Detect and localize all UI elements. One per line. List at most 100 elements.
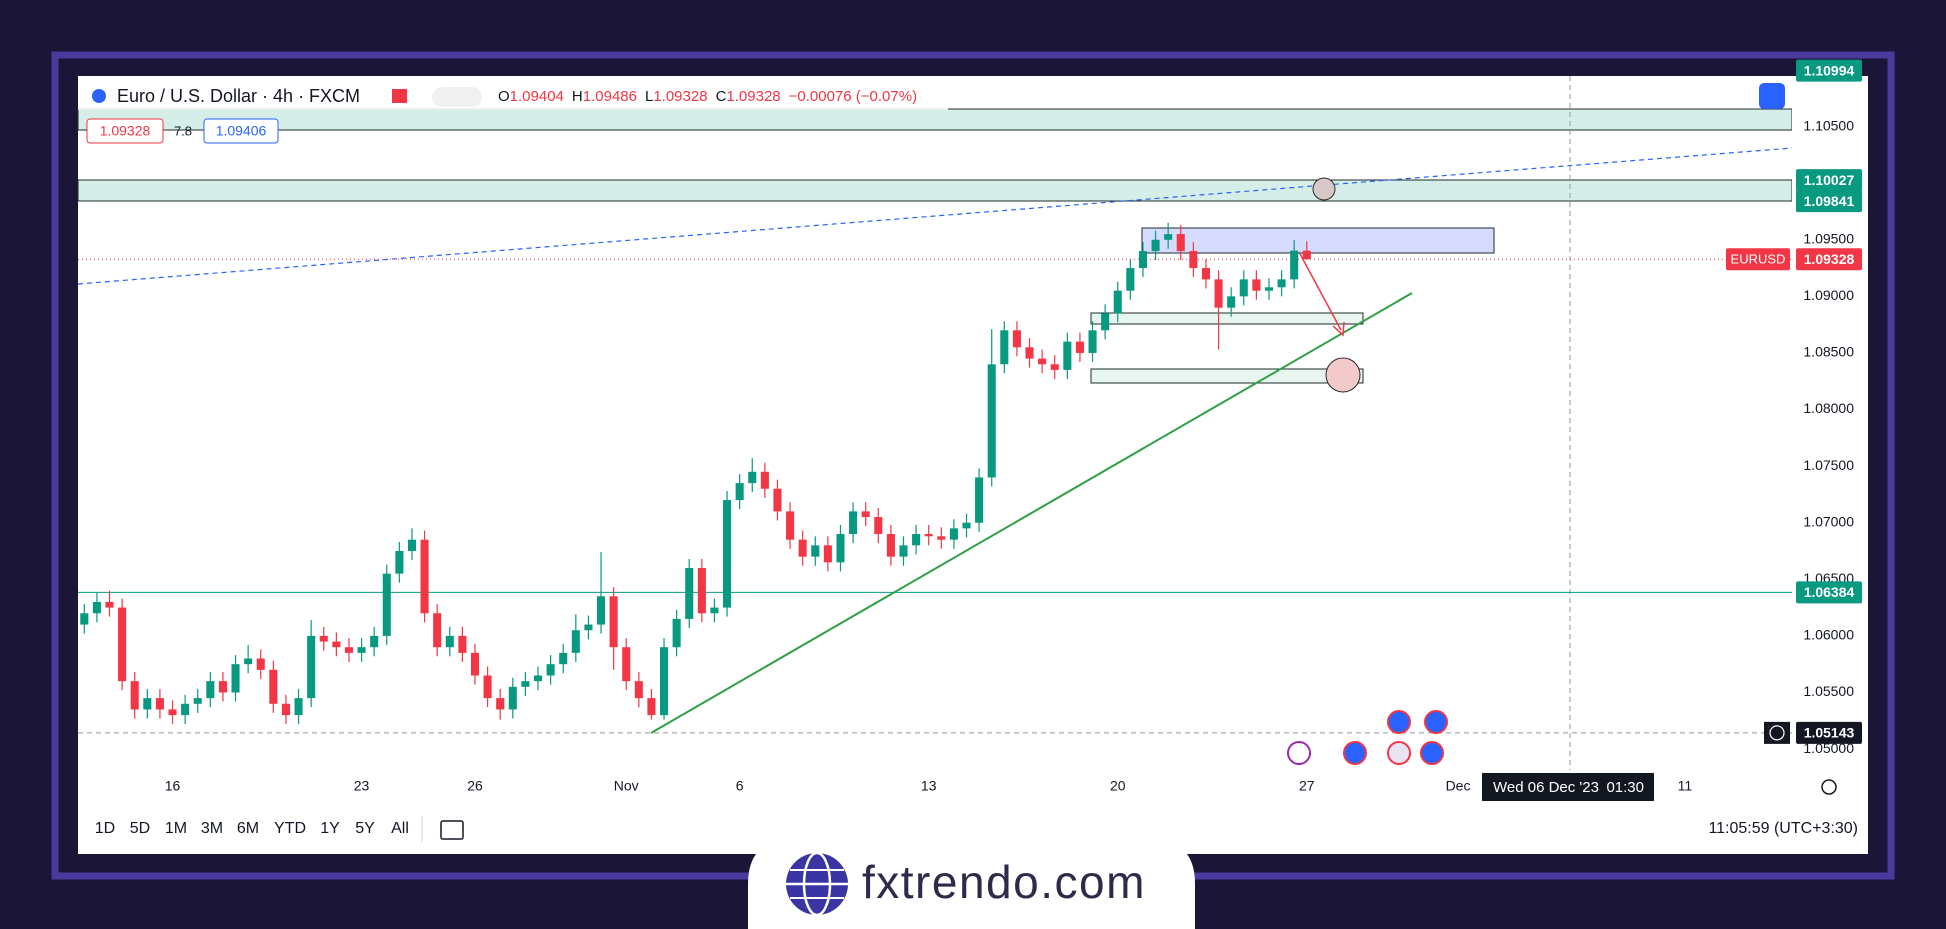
candle-body	[1075, 341, 1084, 353]
sell-price[interactable]: 1.09328	[100, 123, 151, 139]
price-label-bg	[1796, 59, 1862, 82]
x-tick-label: 6	[736, 778, 744, 794]
candle-body	[1063, 341, 1072, 370]
event-icon[interactable]	[1424, 710, 1448, 734]
last-price-tag: EURUSD	[1731, 252, 1786, 267]
event-icon[interactable]	[1420, 741, 1444, 765]
supply-zone	[77, 179, 1793, 202]
range-button[interactable]: 1M	[165, 820, 187, 837]
candle-body	[1088, 330, 1097, 353]
layout-toggle[interactable]	[1759, 83, 1785, 109]
candle-body	[256, 658, 265, 670]
y-tick-label: 1.09000	[1803, 287, 1854, 303]
add-alert-bg[interactable]	[1764, 721, 1790, 744]
sell-box[interactable]	[86, 118, 164, 144]
calendar-icon[interactable]	[440, 820, 464, 840]
candle-body	[798, 539, 807, 557]
event-icon[interactable]	[1343, 741, 1367, 765]
candle-body	[1214, 279, 1223, 308]
range-button[interactable]: 1Y	[320, 820, 340, 837]
candle-body	[458, 635, 467, 653]
candle-body	[407, 539, 417, 552]
candle-body	[672, 618, 681, 648]
candle-body	[723, 500, 732, 608]
candle-body	[105, 601, 114, 608]
symbol-title: Euro / U.S. Dollar · 4h · FXCM	[117, 86, 360, 106]
last-price-label: 1.09328	[1804, 251, 1855, 267]
range-button[interactable]: 3M	[201, 820, 223, 837]
candle-body	[874, 517, 883, 535]
candle-body	[1126, 268, 1135, 291]
candle-body	[1277, 279, 1286, 288]
change-value: −0.00076 (−0.07%)	[789, 88, 917, 105]
brand-bg	[748, 839, 1195, 929]
x-tick-label: Nov	[614, 778, 639, 794]
candle-body	[395, 551, 404, 574]
price-label: 1.09841	[1804, 193, 1855, 209]
candle-body	[445, 635, 454, 648]
candle-body	[181, 703, 190, 716]
candles	[80, 222, 1311, 725]
candle-body	[1012, 330, 1021, 348]
candle-body	[647, 698, 656, 716]
add-alert-icon[interactable]	[1769, 725, 1785, 741]
buy-price[interactable]: 1.09406	[216, 123, 267, 139]
candle-body	[218, 681, 227, 693]
candle-body	[886, 534, 895, 557]
candle-body	[1000, 330, 1009, 365]
y-axis: 1.050001.055001.060001.065001.070001.075…	[1726, 59, 1862, 756]
y-tick-label: 1.07500	[1803, 457, 1854, 473]
candle-body	[975, 477, 984, 523]
candle-body	[470, 652, 480, 676]
x-tick-label: 11	[1678, 778, 1693, 794]
candle-body	[307, 635, 316, 699]
buy-box[interactable]	[203, 118, 279, 144]
demand-box	[1090, 312, 1364, 325]
candle-body	[660, 647, 669, 716]
range-button[interactable]: All	[391, 820, 409, 837]
candle-body	[634, 681, 643, 699]
candle-body	[1138, 251, 1147, 269]
event-icon[interactable]	[1387, 741, 1411, 765]
event-icon[interactable]	[1387, 710, 1411, 734]
target-point	[1325, 357, 1361, 393]
candle-body	[899, 545, 908, 557]
last-price-tag-bg	[1726, 248, 1790, 271]
range-button[interactable]: 6M	[237, 820, 259, 837]
low-value: 1.09328	[653, 88, 707, 105]
candle-body	[521, 681, 530, 687]
range-button[interactable]: 5D	[130, 820, 150, 837]
x-axis: 16 23 26 Nov 6 13 20 27 Dec 11 Wed 06 Dec '23 01:30	[165, 773, 1693, 801]
x-tick-label: 20	[1110, 778, 1126, 794]
candle-body	[559, 652, 568, 665]
range-button[interactable]: 1D	[95, 820, 115, 837]
candle-body	[281, 703, 290, 716]
price-label-bg	[1796, 190, 1862, 213]
candle-body	[584, 624, 593, 631]
price-label-bg	[1796, 169, 1862, 192]
settings-icon[interactable]	[1821, 779, 1837, 795]
last-price-label-bg	[1796, 248, 1862, 271]
candle-body	[382, 573, 391, 636]
range-button[interactable]: YTD	[274, 820, 306, 837]
candle-body	[92, 601, 101, 614]
ohlc-readout: O1.09404 H1.09486 L1.09328 C1.09328 −0.00076…	[498, 88, 917, 105]
candle-body	[760, 471, 769, 489]
candle-body	[155, 698, 164, 710]
candle-body	[987, 364, 996, 478]
candle-body	[1227, 296, 1236, 308]
candle-body	[937, 536, 946, 540]
candle-body	[206, 681, 215, 699]
candle-body	[811, 545, 820, 557]
indicator-toggle[interactable]	[432, 87, 482, 107]
range-button[interactable]: 5Y	[355, 820, 375, 837]
candle-body	[622, 647, 631, 682]
candle-body	[949, 528, 958, 540]
ohlc-letter: O	[498, 88, 510, 105]
candle-body	[1050, 364, 1059, 370]
ohlc-letter: L	[645, 88, 653, 105]
brand-pill: fxtrendo.com	[748, 839, 1195, 929]
candle-body	[1302, 250, 1311, 260]
candle-body	[748, 471, 757, 484]
event-icon[interactable]	[1287, 741, 1311, 765]
